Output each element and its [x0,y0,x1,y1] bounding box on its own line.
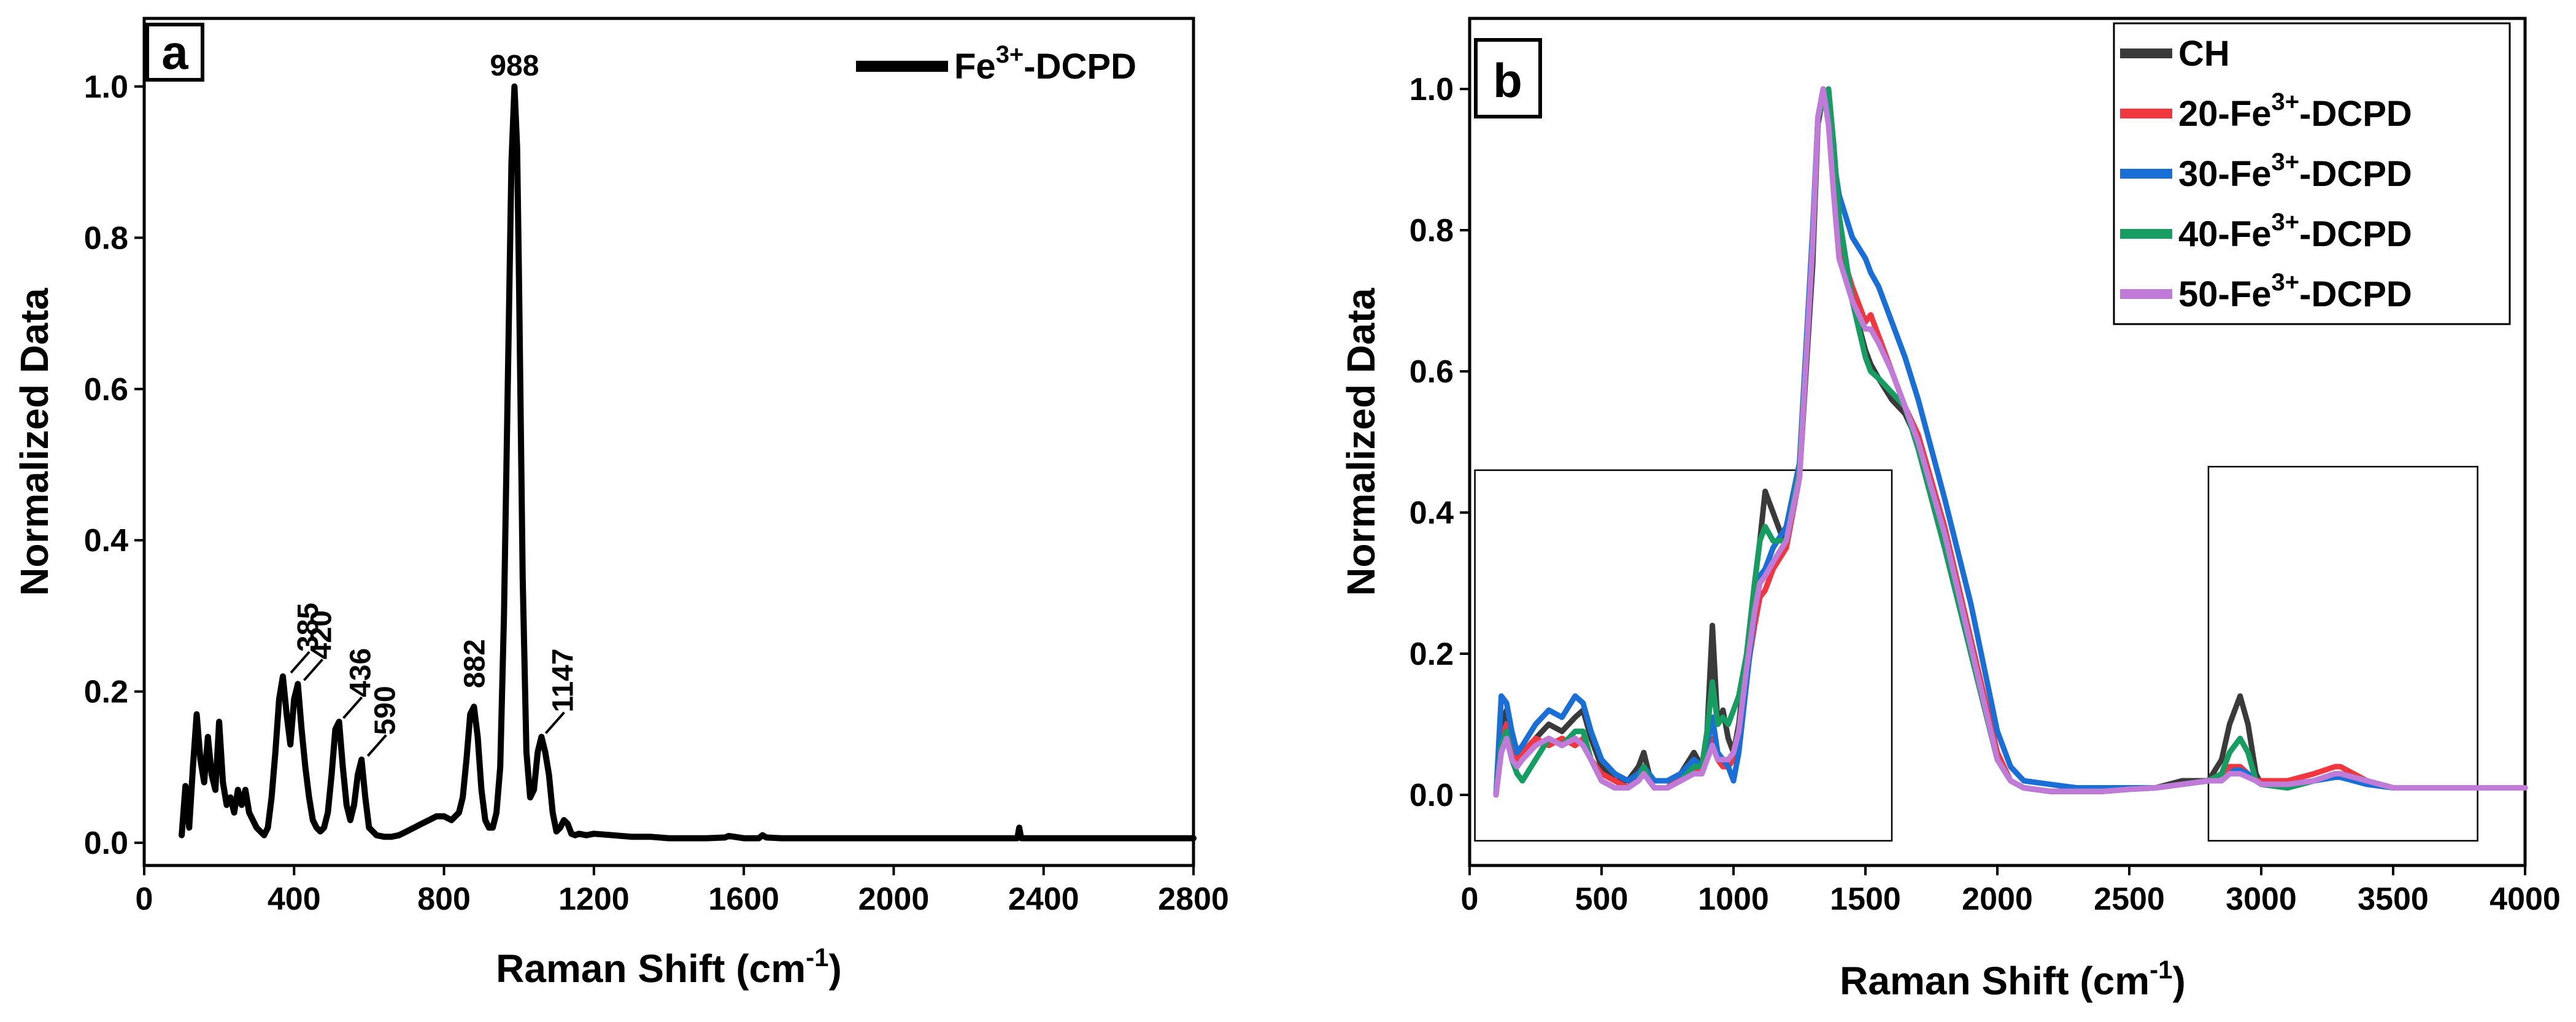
panel-b-y-tick-label: 0.6 [1409,354,1454,390]
panel-b-legend-label: 20-Fe3+-DCPD [2178,88,2412,134]
panel-a-x-tick-label: 1600 [708,881,779,917]
panel-b-x-tick-label: 3000 [2226,881,2297,917]
panel-b-y-tick-label: 0.8 [1409,213,1454,249]
panel-a-y-tick-label: 1.0 [84,69,128,105]
panel-a-peak-label: 590 [369,686,401,735]
panel-b-y-ticks: 0.0 0.2 0.4 0.6 0.8 1.0 [1409,72,1470,813]
panel-b-x-tick-label: 1000 [1698,881,1769,917]
panel-a-series-line [179,83,1197,842]
panel-b-legend-label: 50-Fe3+-DCPD [2178,269,2412,314]
panel-a-legend: Fe3+-DCPD [856,41,1136,87]
panel-b-y-axis-title: Normalized Data [1339,288,1383,596]
panel-a-label-box [145,23,204,82]
panel-a-x-tick-label: 2400 [1008,881,1079,917]
panel-a-peak-leader [290,651,310,674]
panel-a-x-tick-label: 2800 [1158,881,1229,917]
panel-b-legend-label: 40-Fe3+-DCPD [2178,209,2412,254]
panel-a-peak-leader [366,734,387,757]
panel-b-legend-label: 30-Fe3+-DCPD [2178,149,2412,194]
panel-a-peak-leader [544,711,565,734]
panel-a-y-tick-label: 0.6 [84,372,128,408]
panel-b-label-box [1474,38,1542,118]
panel-b-y-tick-label: 0.4 [1409,495,1454,531]
panel-b-series-group [1493,86,2528,798]
panel-a-x-tick-label: 2000 [858,881,930,917]
panel-a-peak-label: 882 [459,639,492,688]
panel-a-y-ticks: 0.0 0.2 0.4 0.6 0.8 1.0 [84,69,144,861]
panel-a-y-axis-title: Normalized Data [12,288,56,596]
panel-a-x-tick-label: 400 [268,881,321,917]
panel-a-y-tick-label: 0.8 [84,220,128,256]
panel-b: 0 500 1000 1500 2000 2500 3000 3500 4000 0.00.20… [1339,17,2561,1003]
panel-a-peak-label: 420 [306,610,338,659]
panel-b-legend-label: CH [2178,34,2230,74]
panel-a-x-tick-label: 0 [136,881,153,917]
panel-a-x-tick-label: 800 [417,881,471,917]
panel-b-series-line-4 [1493,86,2528,798]
panel-a-peak-leader [342,696,363,719]
panel-b-x-tick-label: 2000 [1962,881,2033,917]
panel-a-y-tick-label: 0.0 [84,826,128,861]
panel-b-x-tick-label: 500 [1575,881,1629,917]
panel-a-label: a [161,25,188,79]
panel-a-legend-label: Fe3+-DCPD [954,41,1136,87]
panel-b-label: b [1493,53,1522,107]
panel-b-x-tick-label: 2500 [2094,881,2165,917]
panel-b-x-tick-label: 0 [1461,881,1479,917]
panel-b-y-tick-label: 0.2 [1409,637,1454,672]
panel-b-x-ticks: 0 500 1000 1500 2000 2500 3000 3500 4000 [1461,865,2561,917]
panel-a-peak-label: 436 [345,648,377,697]
panel-b-legend: CH 20-Fe3+-DCPD 30-Fe3+-DCPD 40-Fe3+-DCPD 50… [2113,22,2511,325]
panel-a-y-tick-label: 0.2 [84,675,128,710]
panel-a-x-axis-title: Raman Shift (cm-1) [496,943,842,991]
panel-a-peak-label: 385 [292,603,325,652]
panel-b-y-tick-label: 0.0 [1409,778,1454,813]
panel-a-x-tick-label: 1200 [558,881,630,917]
panel-b-highlight-box [1474,469,1893,842]
panel-b-x-tick-label: 1500 [1830,881,1901,917]
panel-a-x-ticks: 0 400 800 1200 1600 2000 2400 2800 [136,865,1229,917]
panel-b-y-tick-label: 1.0 [1409,72,1454,107]
panel-a-peak-label: 1147 [547,648,579,712]
panel-b-highlight-boxes [1474,466,2478,842]
panel-b-x-tick-label: 3500 [2358,881,2429,917]
panel-a-peak-label: 988 [490,50,539,82]
panel-a-plot-frame [142,17,1195,867]
panel-b-x-axis-title: Raman Shift (cm-1) [1840,955,2186,1003]
panel-a-peak-leader [303,658,323,681]
panel-b-x-tick-label: 4000 [2489,881,2561,917]
panel-a-series-group [179,83,1197,842]
panel-a-y-tick-label: 0.4 [84,523,128,559]
panel-b-legend-frame [2113,22,2511,325]
panel-b-highlight-box [2207,466,2478,842]
